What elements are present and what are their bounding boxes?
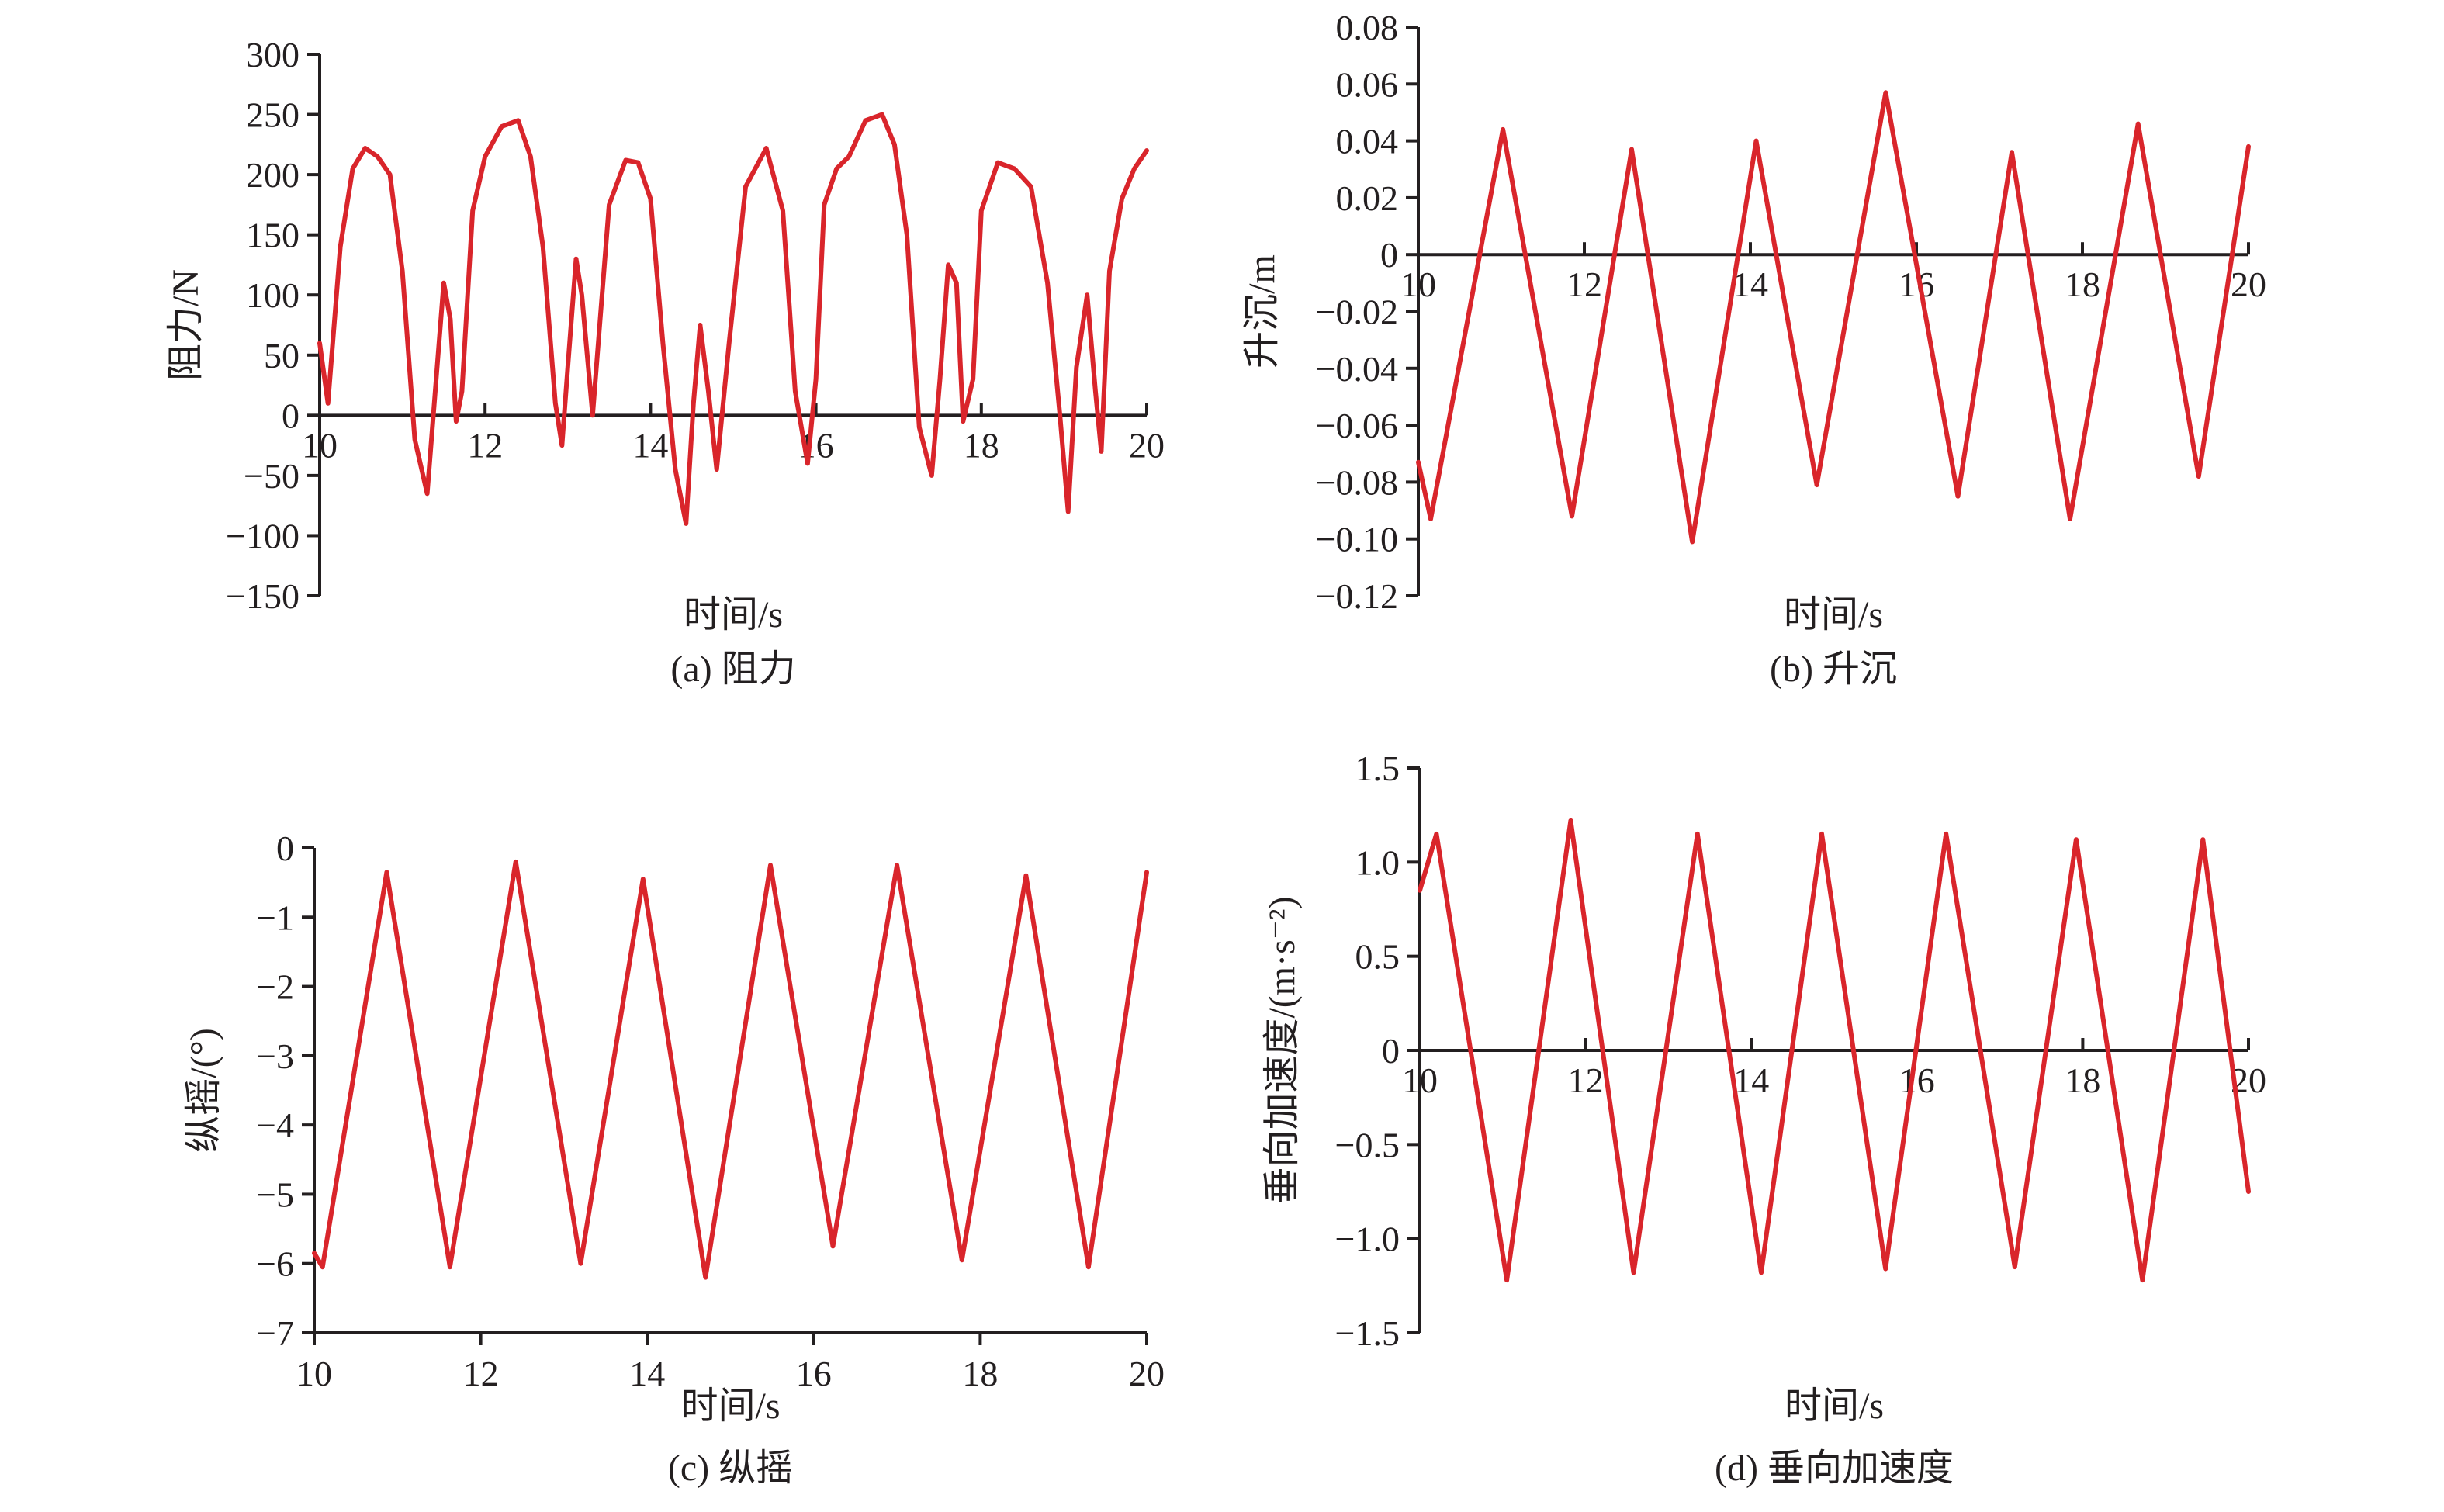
y-tick-label: 0 xyxy=(282,396,299,435)
y-tick-label: −4 xyxy=(256,1105,294,1145)
y-axis-title: 垂向加速度/(m·s⁻²) xyxy=(1262,896,1303,1204)
series-line xyxy=(1418,818,2251,1283)
x-tick-label: 14 xyxy=(1733,1060,1769,1100)
x-tick-label: 14 xyxy=(1733,265,1768,304)
chart-panel-c: 0 −1 −2 −3 −4 −5 −6 −710 12 14 16 18 20 时间/s 纵摇/(°) (c)… xyxy=(183,829,1165,1489)
y-tick-label: 0 xyxy=(276,829,294,868)
y-tick-label: −1.0 xyxy=(1335,1220,1400,1259)
y-tick-label: −0.10 xyxy=(1316,520,1398,559)
x-tick-label: 12 xyxy=(467,425,503,465)
y-tick-label: −0.08 xyxy=(1316,462,1398,502)
y-tick-label: −2 xyxy=(256,967,294,1007)
y-tick-label: −1 xyxy=(256,898,294,937)
y-tick-label: 0.5 xyxy=(1355,937,1400,977)
panel-caption-d: (d) 垂向加速度 xyxy=(1715,1448,1954,1489)
y-tick-label: −0.02 xyxy=(1316,292,1398,332)
y-tick-label: −100 xyxy=(226,516,299,555)
y-tick-label: 0 xyxy=(1382,1031,1400,1071)
y-tick-label: −5 xyxy=(256,1175,294,1214)
y-tick-label: 0 xyxy=(1380,235,1398,275)
panel-caption-b: (b) 升沉 xyxy=(1770,649,1897,690)
chart-panel-b: 0.08 0.06 0.04 0.02 0 −0.02 −0.04 −0.06 −0.08 −0.… xyxy=(1241,8,2266,690)
x-tick-label: 20 xyxy=(1129,1354,1165,1393)
panel-caption-c: (c) 纵摇 xyxy=(668,1448,793,1489)
y-axis-title: 升沉/m xyxy=(1241,254,1283,368)
y-tick-label: 150 xyxy=(246,216,299,255)
x-tick-label: 18 xyxy=(964,425,999,465)
y-tick-label: 0.06 xyxy=(1336,64,1399,104)
y-tick-label: −1.5 xyxy=(1335,1313,1400,1353)
x-tick-label: 14 xyxy=(632,425,668,465)
y-axis-title: 阻力/N xyxy=(165,269,206,381)
chart-panel-d: 1.51.00.50−0.5−1.0−1.510 12 14 16 18 20时间/s垂向… xyxy=(1262,749,2266,1489)
x-tick-label: 20 xyxy=(2231,265,2266,304)
y-tick-label: −3 xyxy=(256,1036,294,1076)
y-tick-label: −0.06 xyxy=(1316,406,1398,445)
y-tick-label: −50 xyxy=(244,456,299,496)
x-tick-label: 12 xyxy=(1566,265,1602,304)
y-tick-label: 250 xyxy=(246,95,299,135)
y-tick-label: 100 xyxy=(246,275,299,315)
x-axis-title: 时间/s xyxy=(1785,1386,1884,1427)
y-tick-label: −0.5 xyxy=(1335,1125,1400,1164)
x-axis-title: 时间/s xyxy=(684,594,783,635)
x-tick-label: 16 xyxy=(1899,1060,1935,1100)
x-tick-label: 10 xyxy=(302,425,338,465)
series-line xyxy=(1416,90,2251,545)
y-tick-label: 0.08 xyxy=(1336,8,1399,47)
x-tick-label: 20 xyxy=(1129,425,1165,465)
y-tick-label: 200 xyxy=(246,155,299,195)
y-tick-label: 1.0 xyxy=(1355,842,1400,882)
x-axis-title: 时间/s xyxy=(1784,594,1883,635)
x-tick-label: 12 xyxy=(463,1354,499,1393)
y-tick-label: −0.12 xyxy=(1316,576,1398,616)
x-tick-label: 18 xyxy=(962,1354,998,1393)
x-tick-label: 12 xyxy=(1568,1060,1604,1100)
y-axis-title: 纵摇/(°) xyxy=(183,1028,224,1153)
y-tick-label: 1.5 xyxy=(1355,749,1400,788)
y-tick-label: 50 xyxy=(264,336,299,375)
y-tick-label: −7 xyxy=(256,1313,294,1353)
x-tick-label: 18 xyxy=(2065,1060,2100,1100)
x-tick-label: 18 xyxy=(2065,265,2100,304)
y-tick-label: −0.04 xyxy=(1316,349,1398,389)
x-tick-label: 10 xyxy=(296,1354,332,1393)
y-tick-label: −6 xyxy=(256,1244,294,1284)
y-tick-label: −150 xyxy=(226,576,299,616)
x-axis-title: 时间/s xyxy=(680,1386,780,1427)
x-tick-label: 10 xyxy=(1400,265,1436,304)
x-tick-label: 14 xyxy=(629,1354,665,1393)
series-line xyxy=(312,859,1149,1280)
panel-caption-a: (a) 阻力 xyxy=(670,649,795,690)
y-tick-label: 0.04 xyxy=(1336,122,1399,161)
y-tick-label: 0.02 xyxy=(1336,178,1399,218)
series-line xyxy=(317,112,1149,526)
x-tick-label: 10 xyxy=(1402,1060,1438,1100)
x-tick-label: 16 xyxy=(796,1354,832,1393)
y-tick-label: 300 xyxy=(246,35,299,74)
